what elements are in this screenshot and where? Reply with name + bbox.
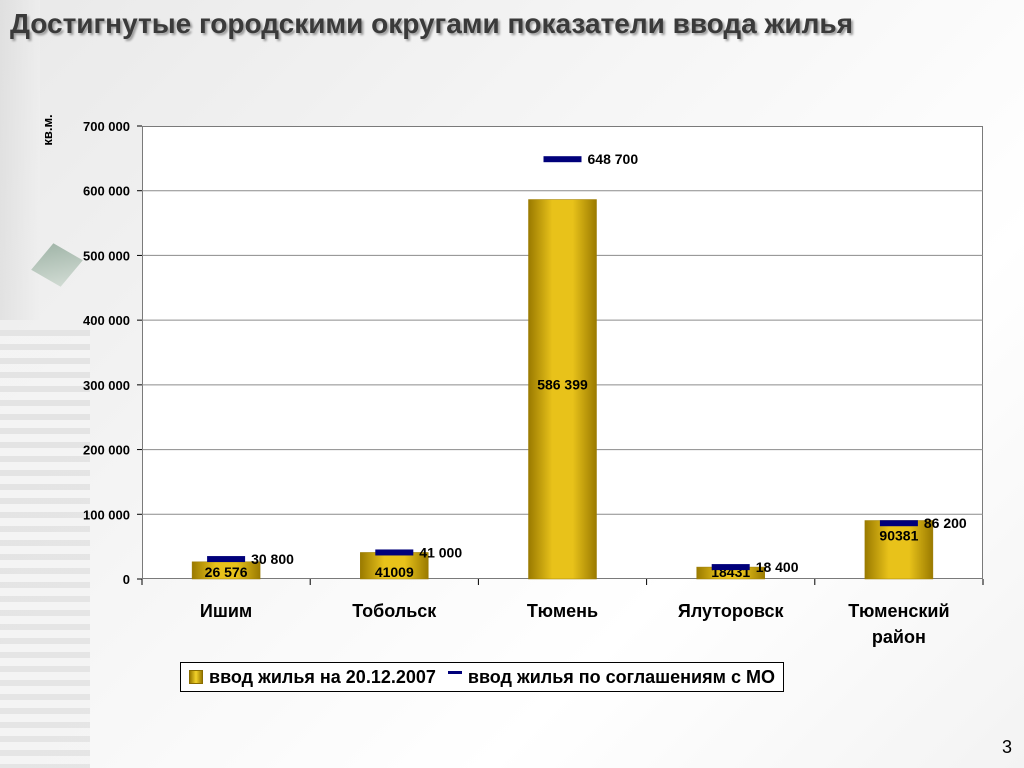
slide-title: Достигнутые городскими округами показате… — [10, 8, 853, 39]
legend-marker-label: ввод жилья по соглашениям с МО — [467, 666, 775, 687]
y-tick-label: 100 000 — [83, 507, 130, 522]
legend-bar-label: ввод жилья на 20.12.2007 — [209, 666, 436, 687]
y-tick-label: 400 000 — [83, 313, 130, 328]
y-tick-label: 200 000 — [83, 443, 130, 458]
bar-value-label: 26 576 — [205, 564, 248, 580]
chart-legend: ввод жилья на 20.12.2007 ввод жилья по с… — [180, 662, 784, 692]
target-marker — [711, 564, 750, 571]
y-tick-label: 300 000 — [83, 378, 130, 393]
target-value-label: 30 800 — [251, 551, 294, 567]
bar-value-label: 41009 — [375, 564, 414, 580]
bar-value-label: 586 399 — [537, 376, 588, 392]
x-category-label: Тюменский — [848, 601, 949, 621]
legend-marker-swatch — [447, 670, 462, 674]
bar-chart: 0 100 000 200 000 300 000 400 000 500 000 600 … — [83, 119, 984, 647]
y-tick-label: 0 — [123, 572, 130, 587]
y-tick-label: 600 000 — [83, 184, 130, 199]
x-category-label: Ишим — [200, 601, 252, 621]
target-value-label: 648 700 — [588, 151, 639, 167]
target-marker — [207, 556, 246, 563]
target-value-label: 86 200 — [924, 515, 967, 531]
x-category-label: Тюмень — [527, 601, 598, 621]
background-building — [0, 330, 90, 768]
x-category-label: район — [872, 627, 926, 647]
legend-bar-swatch — [189, 670, 203, 684]
x-category-label: Ялуторовск — [678, 601, 785, 621]
page-number: 3 — [1001, 737, 1012, 757]
target-value-label: 18 400 — [756, 559, 799, 575]
y-tick-label: 500 000 — [83, 248, 130, 263]
target-marker — [879, 520, 918, 527]
target-marker — [543, 156, 582, 163]
data-bar — [528, 199, 597, 580]
bar-value-label: 90381 — [879, 528, 918, 544]
x-category-label: Тобольск — [352, 601, 437, 621]
data-bar — [360, 552, 429, 580]
target-value-label: 41 000 — [419, 544, 462, 560]
y-tick-label: 700 000 — [83, 119, 130, 134]
data-bar — [864, 520, 934, 580]
target-marker — [375, 549, 414, 556]
